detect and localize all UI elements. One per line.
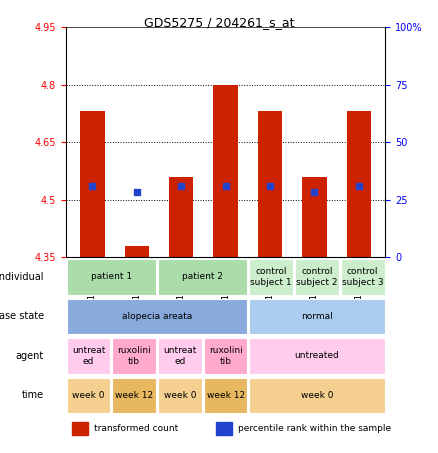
FancyBboxPatch shape bbox=[67, 259, 156, 294]
FancyBboxPatch shape bbox=[158, 338, 202, 374]
FancyBboxPatch shape bbox=[204, 338, 247, 374]
Bar bbox=[72, 422, 88, 435]
FancyBboxPatch shape bbox=[112, 378, 156, 413]
FancyBboxPatch shape bbox=[158, 259, 247, 294]
Text: week 0: week 0 bbox=[300, 391, 333, 400]
Text: untreat
ed: untreat ed bbox=[163, 346, 197, 366]
Text: week 0: week 0 bbox=[164, 391, 196, 400]
Text: untreated: untreated bbox=[294, 352, 339, 361]
Text: patient 1: patient 1 bbox=[91, 272, 132, 281]
Text: normal: normal bbox=[301, 312, 333, 321]
FancyBboxPatch shape bbox=[249, 259, 293, 294]
Text: untreat
ed: untreat ed bbox=[72, 346, 105, 366]
Bar bbox=[80, 111, 105, 257]
FancyBboxPatch shape bbox=[249, 299, 385, 334]
Text: agent: agent bbox=[15, 351, 44, 361]
FancyBboxPatch shape bbox=[67, 299, 247, 334]
Text: time: time bbox=[21, 390, 44, 400]
FancyBboxPatch shape bbox=[341, 259, 385, 294]
Text: week 12: week 12 bbox=[206, 391, 245, 400]
Text: week 12: week 12 bbox=[115, 391, 153, 400]
Text: GDS5275 / 204261_s_at: GDS5275 / 204261_s_at bbox=[144, 16, 294, 29]
Text: individual: individual bbox=[0, 272, 44, 282]
Text: ruxolini
tib: ruxolini tib bbox=[117, 346, 151, 366]
Text: control
subject 1: control subject 1 bbox=[251, 267, 292, 287]
FancyBboxPatch shape bbox=[249, 378, 385, 413]
Bar bbox=[216, 422, 232, 435]
Text: control
subject 3: control subject 3 bbox=[342, 267, 383, 287]
FancyBboxPatch shape bbox=[295, 259, 339, 294]
FancyBboxPatch shape bbox=[112, 338, 156, 374]
FancyBboxPatch shape bbox=[67, 338, 110, 374]
Text: ruxolini
tib: ruxolini tib bbox=[208, 346, 243, 366]
Text: patient 2: patient 2 bbox=[182, 272, 223, 281]
FancyBboxPatch shape bbox=[67, 378, 110, 413]
Bar bbox=[124, 246, 149, 257]
Bar bbox=[302, 177, 327, 257]
Text: alopecia areata: alopecia areata bbox=[122, 312, 192, 321]
FancyBboxPatch shape bbox=[249, 338, 385, 374]
Bar bbox=[213, 85, 238, 257]
FancyBboxPatch shape bbox=[158, 378, 202, 413]
FancyBboxPatch shape bbox=[204, 378, 247, 413]
Text: week 0: week 0 bbox=[72, 391, 105, 400]
Text: transformed count: transformed count bbox=[95, 424, 179, 434]
Text: disease state: disease state bbox=[0, 311, 44, 321]
Bar bbox=[258, 111, 282, 257]
Text: control
subject 2: control subject 2 bbox=[296, 267, 338, 287]
Bar bbox=[169, 177, 193, 257]
Bar bbox=[346, 111, 371, 257]
Text: percentile rank within the sample: percentile rank within the sample bbox=[238, 424, 392, 434]
